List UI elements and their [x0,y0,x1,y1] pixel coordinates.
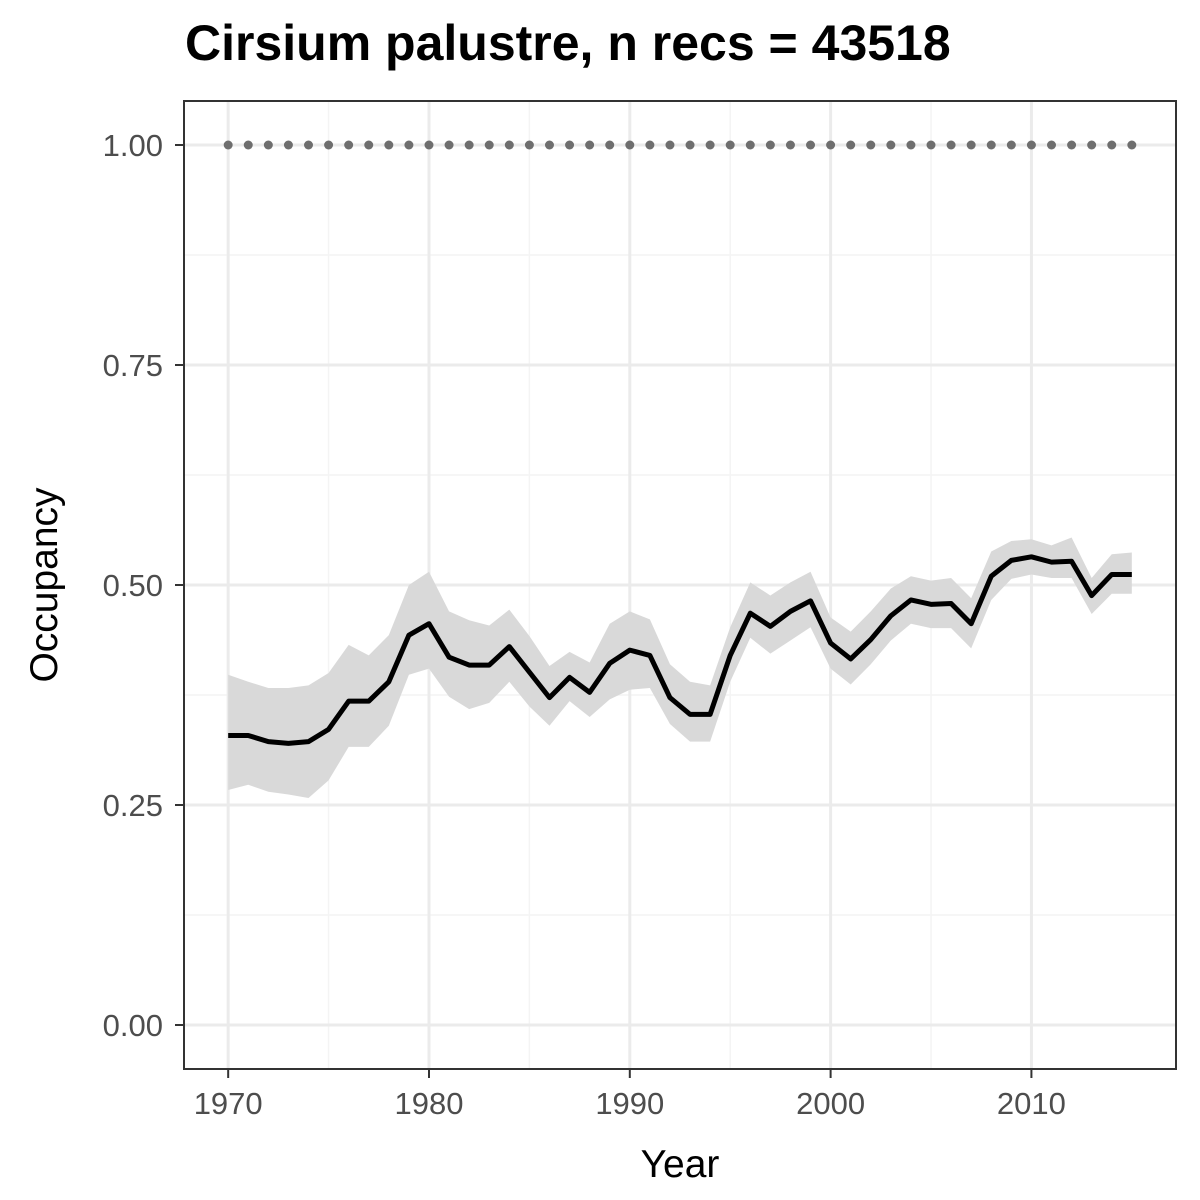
reference-dot [806,140,816,150]
reference-dot [324,140,334,150]
mean-line-group [228,554,1132,746]
reference-dot [344,140,354,150]
reference-dot [504,140,514,150]
y-axis-title: Occupancy [23,487,66,683]
reference-dot [1006,140,1016,150]
reference-dot [424,140,434,150]
reference-dot [625,140,635,150]
y-tick-label: 0.75 [103,348,163,383]
reference-dot [484,140,494,150]
reference-dot [926,140,936,150]
reference-dot [444,140,454,150]
reference-dot [364,140,374,150]
mean-occupancy-line [228,554,1132,746]
reference-dot [223,140,233,150]
reference-dot [966,140,976,150]
reference-dot [304,140,314,150]
reference-dot [1107,140,1117,150]
reference-dot [1087,140,1097,150]
reference-dot [745,140,755,150]
x-tick-label: 2010 [997,1086,1066,1121]
reference-dot [725,140,735,150]
reference-dot [866,140,876,150]
reference-dot [906,140,916,150]
grid-lines [184,101,1176,1069]
chart-title: Cirsium palustre, n recs = 43518 [185,15,951,71]
reference-dot [886,140,896,150]
x-tick-label: 1990 [595,1086,664,1121]
reference-dot [243,140,253,150]
reference-dot [846,140,856,150]
y-tick-label: 1.00 [103,128,163,163]
reference-dot [585,140,595,150]
reference-dot [565,140,575,150]
reference-dot [544,140,554,150]
reference-dot [986,140,996,150]
reference-dots-group [223,140,1137,150]
reference-dot [665,140,675,150]
reference-dot [524,140,534,150]
confidence-ribbon [228,537,1132,798]
y-tick-label: 0.00 [103,1008,163,1043]
reference-dot [1067,140,1077,150]
reference-dot [404,140,414,150]
reference-dot [765,140,775,150]
reference-dot [946,140,956,150]
reference-dot [1127,140,1137,150]
reference-dot [685,140,695,150]
reference-dot [464,140,474,150]
reference-dot [283,140,293,150]
x-tick-label: 1970 [194,1086,263,1121]
reference-dot [785,140,795,150]
y-tick-label: 0.50 [103,568,163,603]
x-tick-label: 1980 [395,1086,464,1121]
reference-dot [605,140,615,150]
reference-dot [826,140,836,150]
reference-dot [1046,140,1056,150]
y-tick-label: 0.25 [103,788,163,823]
reference-dot [1026,140,1036,150]
x-axis: 1970 1980 1990 2000 2010 [194,1069,1066,1121]
x-axis-title: Year [641,1143,720,1186]
reference-dot [705,140,715,150]
reference-dot [263,140,273,150]
reference-dot [384,140,394,150]
reference-dot [645,140,655,150]
x-tick-label: 2000 [796,1086,865,1121]
confidence-ribbon-group [228,537,1132,798]
y-axis: 0.00 0.25 0.50 0.75 1.00 [103,128,184,1043]
